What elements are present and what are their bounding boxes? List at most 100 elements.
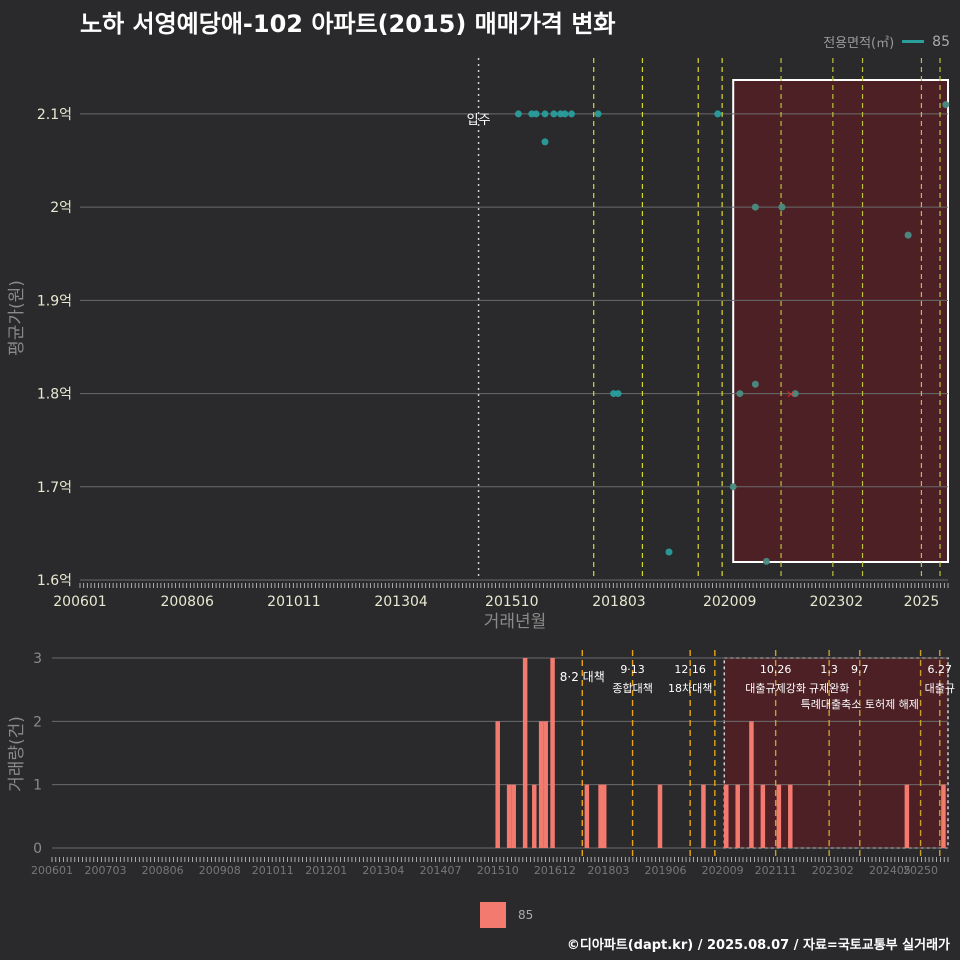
volume-xtick-label: 20250: [903, 864, 938, 877]
volume-xtick-label: 200601: [31, 864, 73, 877]
policy-label-name: 대출규제강화: [745, 682, 806, 695]
price-ytick-label: 2억: [50, 200, 72, 216]
price-xtick-label: 201304: [374, 594, 428, 610]
policy-label-date: 9.7: [851, 663, 869, 676]
volume-bar: [506, 784, 512, 848]
price-point: [762, 557, 770, 565]
price-point: [614, 390, 622, 398]
policy-label: 8·2 대책: [560, 669, 605, 684]
movein-label: 입주: [467, 113, 491, 128]
volume-bar: [904, 784, 910, 848]
price-point: [665, 548, 673, 556]
volume-xtick-label: 201612: [534, 864, 576, 877]
price-point: [532, 110, 540, 118]
volume-bar: [511, 784, 516, 848]
volume-xtick-label: 200703: [84, 864, 126, 877]
volume-bar: [776, 784, 782, 848]
volume-bar: [522, 658, 528, 848]
volume-bar: [788, 784, 793, 848]
policy-label-date: 6.27: [928, 663, 953, 676]
policy-label-name: 18차대책: [668, 682, 712, 695]
volume-ytick-label: 0: [33, 841, 42, 857]
policy-label-date: 1.3: [820, 663, 838, 676]
price-point: [736, 390, 744, 398]
volume-ylabel: 거래량(건): [7, 716, 27, 792]
volume-bar: [543, 721, 548, 848]
volume-xtick-label: 201407: [420, 864, 462, 877]
volume-xtick-label: 201906: [644, 864, 686, 877]
volume-bar: [735, 784, 740, 848]
price-ytick-label: 1.8억: [37, 387, 72, 403]
volume-xtick-label: 201011: [252, 864, 294, 877]
legend-bar-swatch: [480, 902, 506, 928]
policy-label-name: 종합대책: [612, 682, 652, 695]
legend-line-swatch: [902, 40, 925, 43]
legend-title: 전용면적(㎡): [823, 36, 895, 51]
price-red-mark: ×: [786, 388, 795, 401]
volume-xtick-label: 201201: [305, 864, 347, 877]
volume-xtick-label: 201304: [362, 864, 404, 877]
policy-label-date: 12·16: [674, 663, 706, 676]
volume-xtick-label: 202405: [869, 864, 911, 877]
volume-bar: [749, 721, 754, 848]
price-xtick-label: 200806: [160, 594, 214, 610]
price-ytick-label: 2.1억: [37, 107, 72, 123]
volume-bar: [701, 784, 706, 848]
price-xtick-label: 201510: [485, 594, 538, 610]
volume-bar: [941, 784, 946, 848]
price-ylabel: 평균가(원): [7, 280, 27, 356]
price-point: [791, 390, 799, 398]
volume-bar: [532, 784, 537, 848]
policy-label-date: 9·13: [620, 663, 645, 676]
price-xtick-label: 202009: [703, 594, 756, 610]
price-point: [550, 110, 558, 118]
price-point: [751, 380, 759, 388]
volume-xtick-label: 202009: [702, 864, 744, 877]
price-point: [714, 110, 722, 118]
volume-bar: [538, 721, 544, 848]
price-point: [541, 138, 549, 146]
price-point: [514, 110, 522, 118]
volume-xtick-label: 200908: [199, 864, 241, 877]
price-point: [594, 110, 602, 118]
credit-text: ©디아파트(dapt.kr) / 2025.08.07 / 자료=국토교통부 실…: [566, 938, 950, 953]
volume-ytick-label: 1: [33, 778, 42, 794]
price-xlabel: 거래년월: [484, 612, 547, 632]
price-xtick-label: 200601: [53, 594, 106, 610]
volume-bar: [724, 784, 729, 848]
price-ytick-label: 1.9억: [37, 293, 72, 309]
volume-bar: [550, 658, 555, 848]
legend-bar-value: 85: [518, 908, 534, 922]
policy-label-name: 대출규: [925, 682, 955, 695]
legend-bottom: 85: [480, 902, 533, 928]
volume-xtick-label: 201803: [587, 864, 629, 877]
price-point: [541, 110, 549, 118]
chart-title: 노하 서영예당애-102 아파트(2015) 매매가격 변화: [80, 10, 616, 38]
volume-bar: [601, 784, 607, 848]
price-point: [904, 231, 912, 239]
price-xtick-label: 202302: [810, 594, 863, 610]
volume-xtick-label: 202302: [812, 864, 854, 877]
volume-bar: [657, 784, 663, 848]
volume-xtick-label: 202111: [755, 864, 797, 877]
price-point: [942, 101, 950, 109]
volume-xtick-label: 201510: [477, 864, 519, 877]
highlight-region-price: [732, 79, 950, 563]
price-xtick-label: 201011: [267, 594, 320, 610]
price-point: [729, 483, 737, 491]
volume-xtick-label: 200806: [142, 864, 184, 877]
price-point: [751, 203, 759, 211]
legend-top: 전용면적(㎡) 85: [823, 32, 950, 52]
price-point: [561, 110, 569, 118]
volume-bar: [760, 784, 766, 848]
policy-label-name: 특례대출축소 토허제 해제: [801, 697, 919, 711]
price-ytick-label: 1.6억: [37, 573, 72, 589]
price-xtick-label: 2025: [904, 594, 940, 610]
volume-bar: [495, 721, 500, 848]
price-point: [568, 110, 576, 118]
legend-value: 85: [932, 33, 950, 50]
volume-bar: [598, 784, 603, 848]
price-xtick-label: 201803: [592, 594, 645, 610]
policy-label-date: 10.26: [760, 663, 792, 676]
